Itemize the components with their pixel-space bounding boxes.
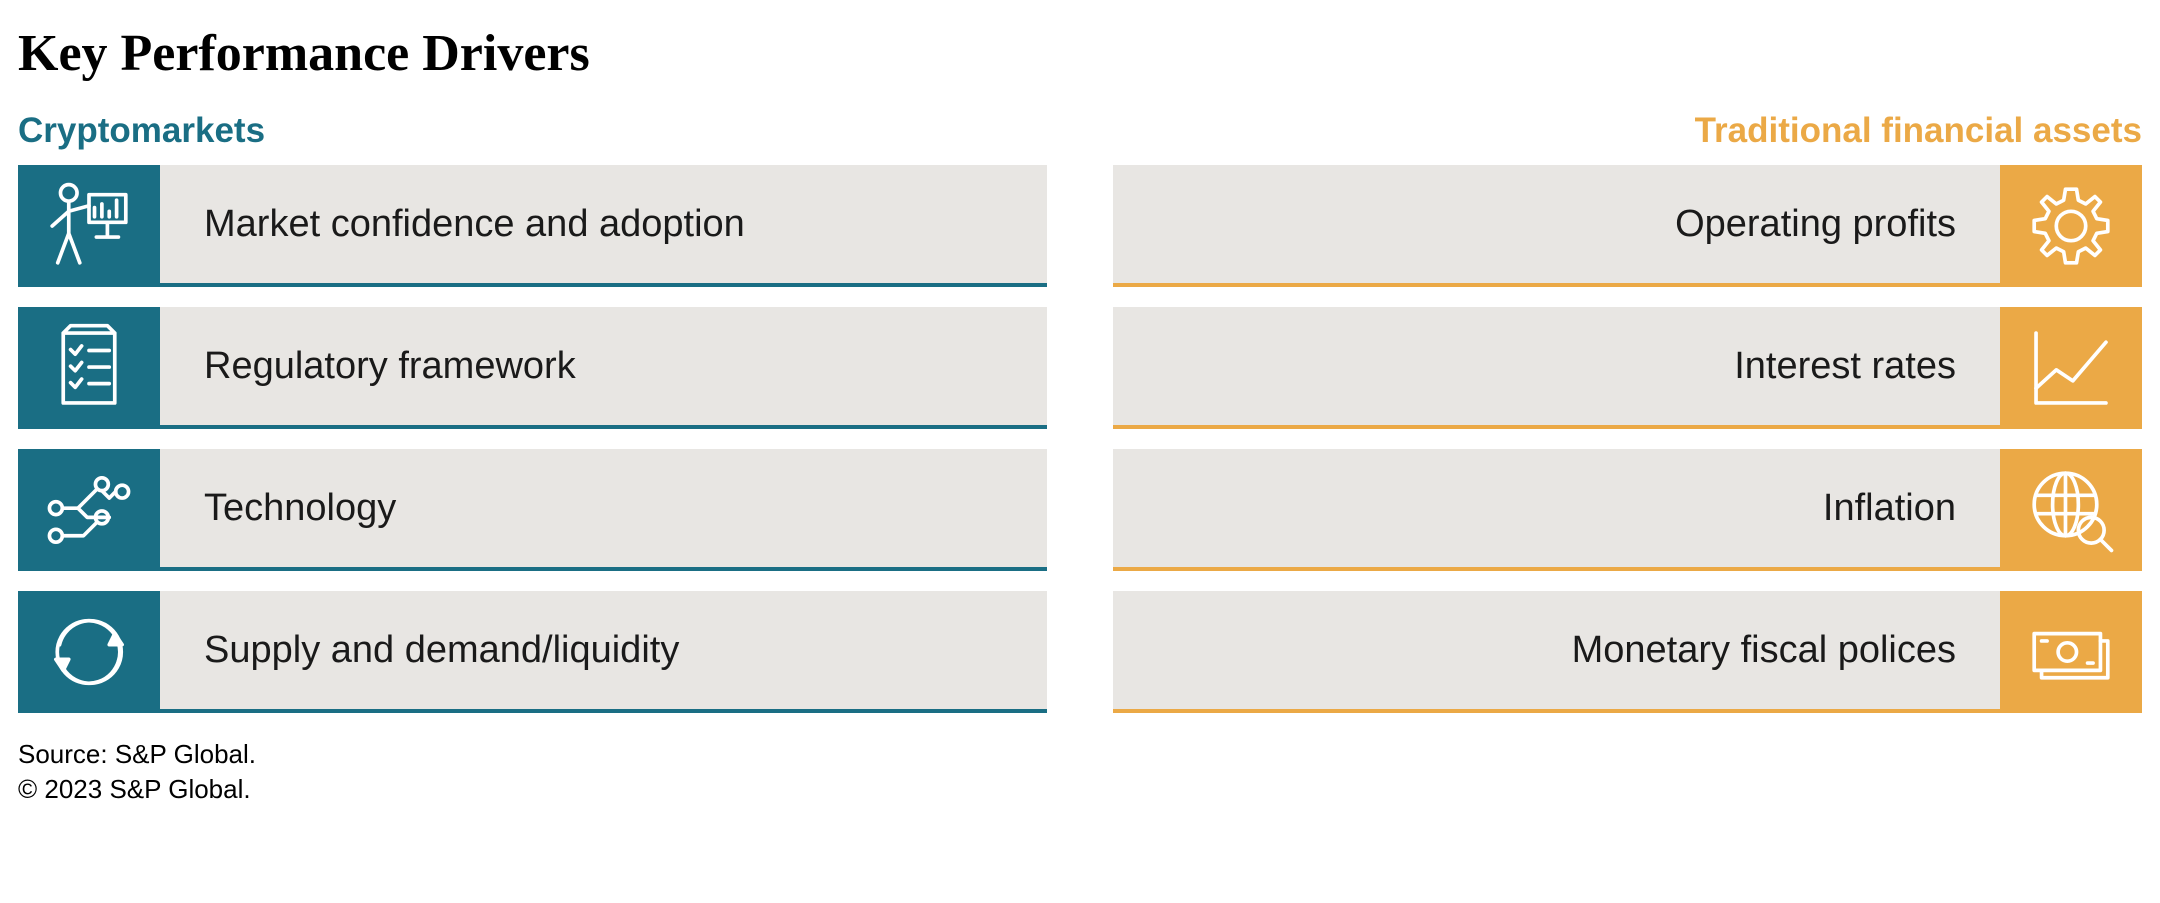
driver-row: Market confidence and adoption <box>18 165 1047 287</box>
driver-label: Technology <box>160 449 1047 571</box>
money-icon <box>2000 591 2142 713</box>
footer-copyright: © 2023 S&P Global. <box>18 772 2142 807</box>
column-header-right: Traditional financial assets <box>1113 111 2142 151</box>
driver-label: Monetary fiscal polices <box>1113 591 2000 713</box>
cycle-icon <box>18 591 160 713</box>
page-title: Key Performance Drivers <box>18 24 2142 83</box>
linechart-icon <box>2000 307 2142 429</box>
driver-label: Operating profits <box>1113 165 2000 287</box>
footer-source: Source: S&P Global. <box>18 737 2142 772</box>
column-header-left: Cryptomarkets <box>18 111 1047 151</box>
driver-label: Supply and demand/liquidity <box>160 591 1047 713</box>
driver-row: Technology <box>18 449 1047 571</box>
column-traditional: Traditional financial assets Operating p… <box>1113 111 2142 713</box>
driver-label: Inflation <box>1113 449 2000 571</box>
driver-row: Supply and demand/liquidity <box>18 591 1047 713</box>
globe-search-icon <box>2000 449 2142 571</box>
driver-row: Regulatory framework <box>18 307 1047 429</box>
presenter-icon <box>18 165 160 287</box>
driver-label: Interest rates <box>1113 307 2000 429</box>
driver-label: Market confidence and adoption <box>160 165 1047 287</box>
columns: Cryptomarkets Market confidence and adop… <box>18 111 2142 713</box>
driver-row: Operating profits <box>1113 165 2142 287</box>
driver-row: Interest rates <box>1113 307 2142 429</box>
driver-row: Inflation <box>1113 449 2142 571</box>
circuit-icon <box>18 449 160 571</box>
checklist-icon <box>18 307 160 429</box>
gear-icon <box>2000 165 2142 287</box>
column-cryptomarkets: Cryptomarkets Market confidence and adop… <box>18 111 1047 713</box>
driver-row: Monetary fiscal polices <box>1113 591 2142 713</box>
driver-label: Regulatory framework <box>160 307 1047 429</box>
footer: Source: S&P Global. © 2023 S&P Global. <box>18 737 2142 807</box>
